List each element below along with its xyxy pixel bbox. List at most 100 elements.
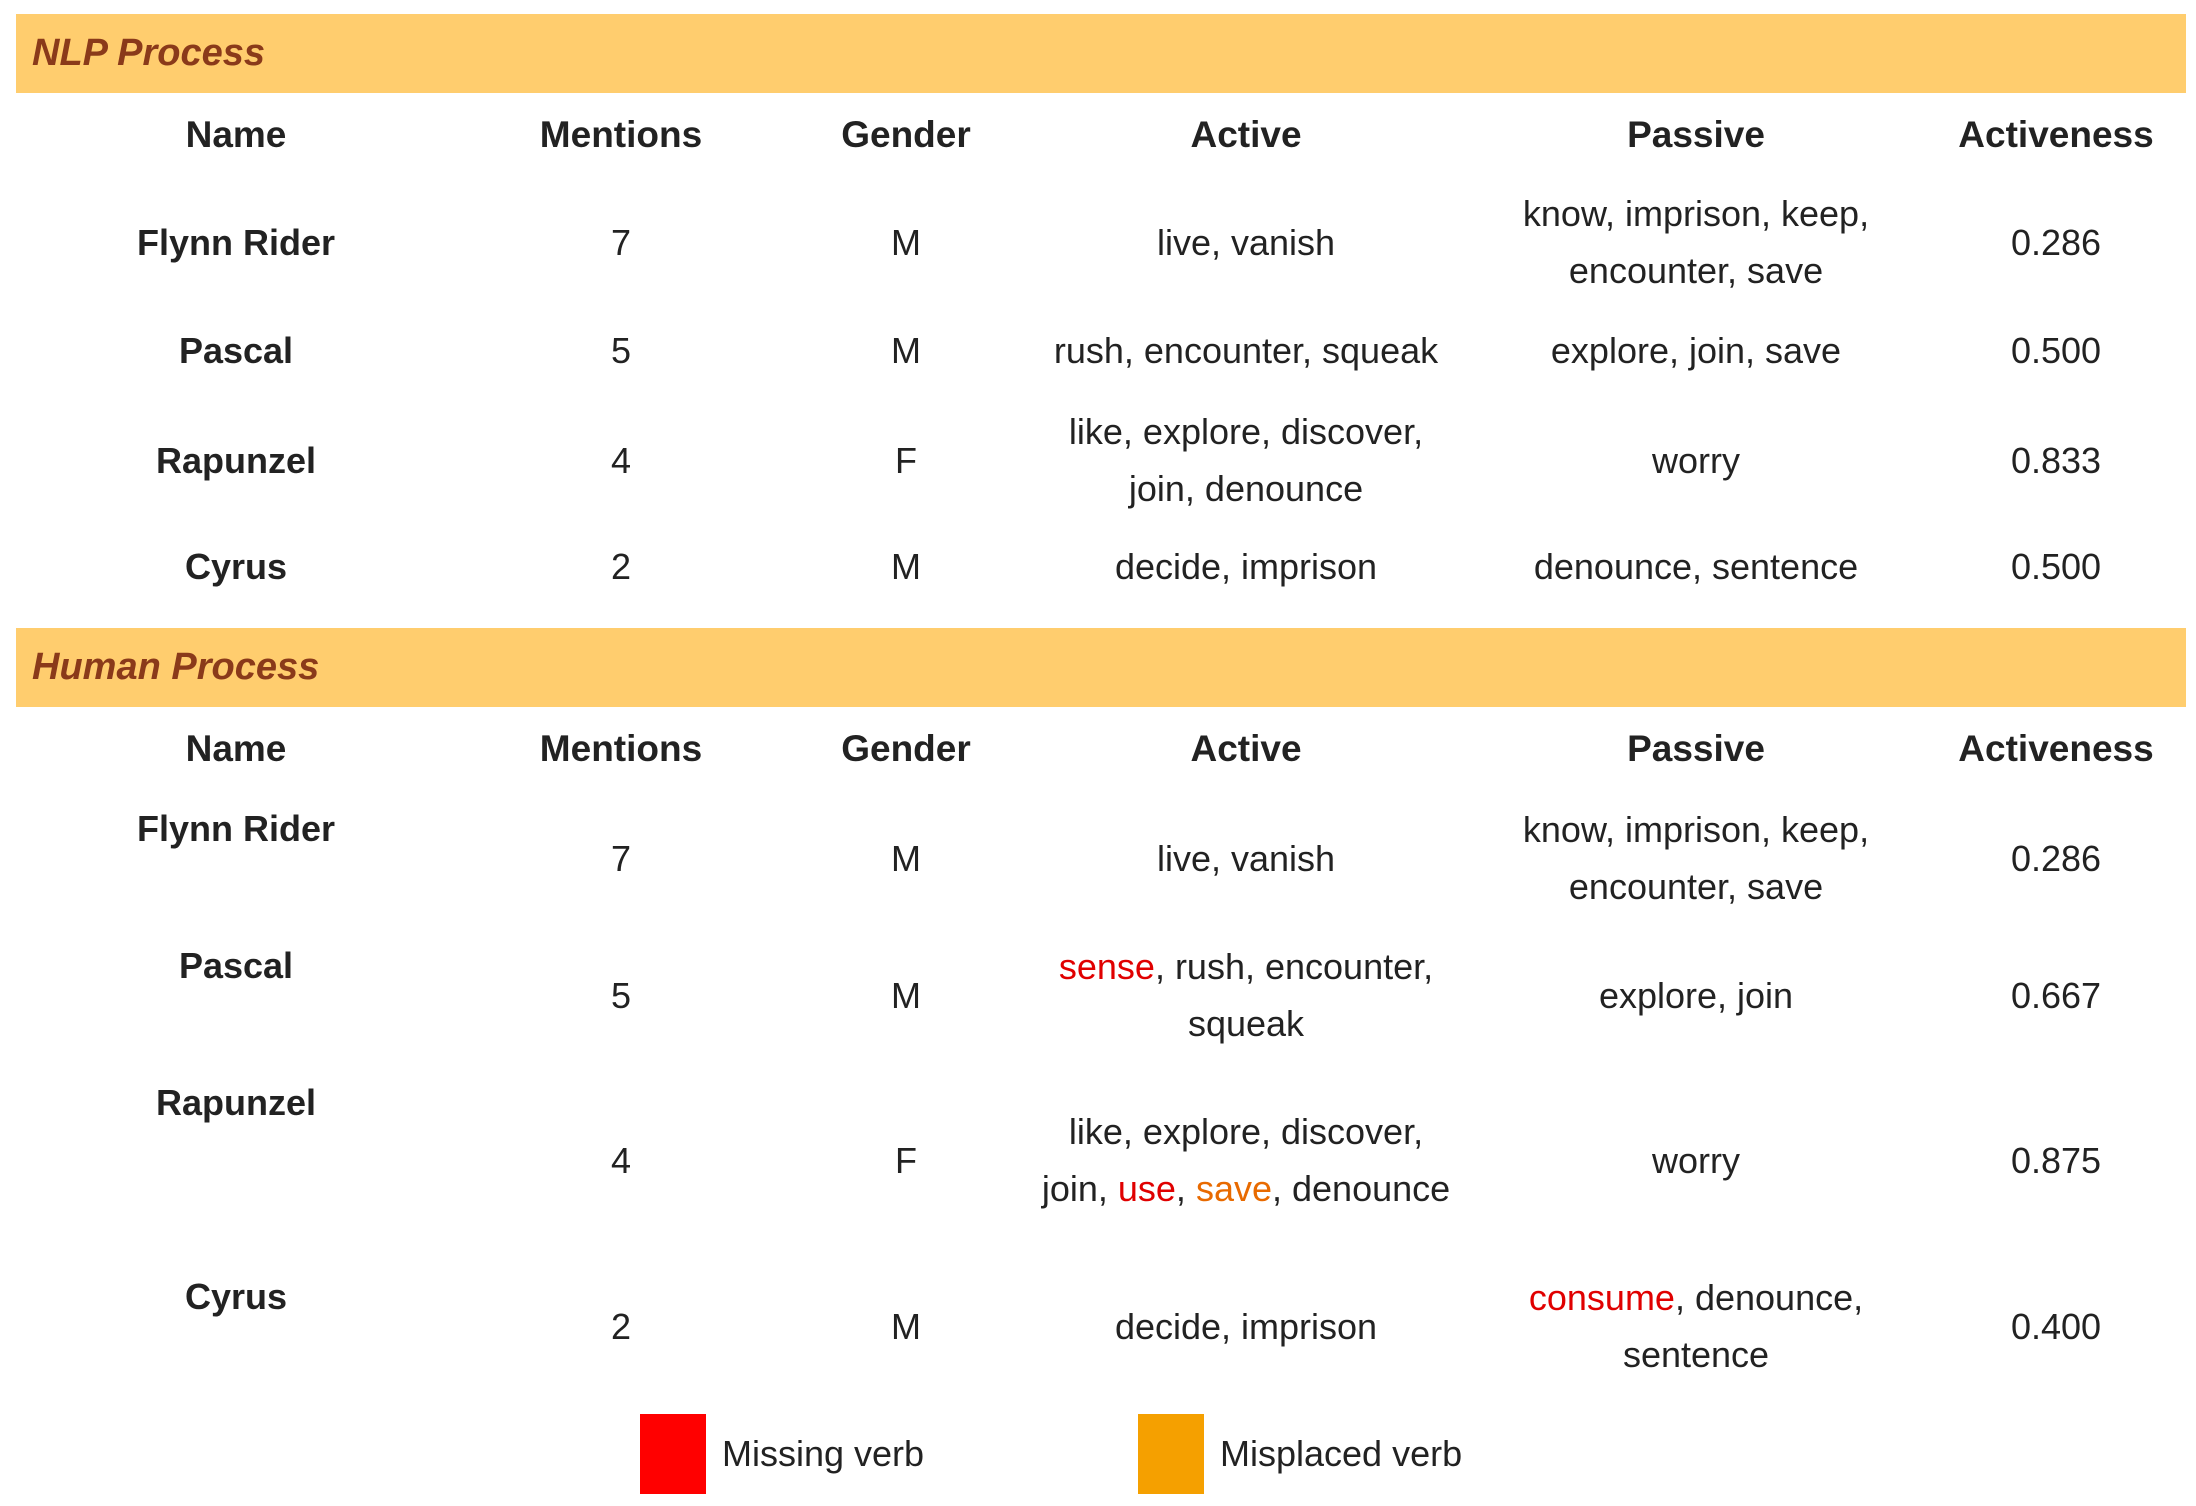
- col-header-gender: Gender: [841, 727, 971, 769]
- col-header-passive: Passive: [1627, 113, 1765, 155]
- gender-value: M: [891, 1305, 921, 1347]
- human-row-pascal: Pascal 5 M sense, rush, encounter, squea…: [16, 937, 2186, 1053]
- active-verbs-line: join, use, save,: [1042, 1168, 1282, 1209]
- nlp-row-pascal: Pascal 5 M rush, encounter, squeak explo…: [16, 312, 2186, 388]
- activeness-value: 0.875: [2010, 1139, 2102, 1181]
- passive-verbs: know, imprison, keep, encounter, save: [1466, 800, 1926, 916]
- active-verbs-line: sense, rush, encounter,: [1059, 946, 1433, 987]
- passive-verbs: explore, join, save: [1550, 329, 1842, 371]
- mentions-value: 2: [610, 545, 632, 587]
- mentions-value: 4: [610, 1139, 632, 1181]
- col-header-active: Active: [1190, 727, 1302, 769]
- nlp-header-row: Name Mentions Gender Active Passive Acti…: [16, 96, 2186, 172]
- col-header-passive: Passive: [1627, 727, 1765, 769]
- verb-separator: ,: [1175, 1168, 1196, 1209]
- missing-verb: consume: [1528, 1277, 1675, 1318]
- col-header-activeness: Activeness: [1958, 727, 2154, 769]
- passive-verbs: know, imprison, keep, encounter, save: [1466, 185, 1926, 299]
- col-header-name: Name: [185, 113, 287, 155]
- active-verbs-line: like, explore, discover,: [1068, 411, 1424, 452]
- gender-value: M: [891, 545, 921, 587]
- legend-item-missing: Missing verb: [640, 1414, 924, 1494]
- active-verbs: decide, imprison: [1114, 545, 1378, 587]
- verb-text: join,: [1041, 1168, 1118, 1209]
- legend: Missing verb Misplaced verb: [0, 1414, 2196, 1494]
- active-verbs: like, explore, discover, join, denounce: [1026, 403, 1466, 517]
- active-verbs-line: like, explore, discover,: [1068, 1111, 1424, 1152]
- active-verbs: like, explore, discover, join, use, save…: [1026, 1074, 1466, 1246]
- gender-value: M: [891, 221, 921, 263]
- active-verbs-line: join, denounce: [1128, 468, 1364, 509]
- col-header-mentions: Mentions: [539, 727, 703, 769]
- nlp-section-title: NLP Process: [16, 14, 2186, 93]
- character-name: Pascal: [178, 329, 294, 371]
- nlp-row-flynn-rider: Flynn Rider 7 M live, vanish know, impri…: [16, 185, 2186, 299]
- active-verbs-line: denounce: [1292, 1168, 1451, 1209]
- passive-verbs-line: know, imprison, keep,: [1522, 193, 1870, 234]
- nlp-row-rapunzel: Rapunzel 4 F like, explore, discover, jo…: [16, 403, 2186, 517]
- passive-verbs-line: encounter, save: [1568, 250, 1824, 291]
- active-verbs: live, vanish: [1156, 837, 1336, 879]
- verb-text: , rush, encounter,: [1154, 946, 1434, 987]
- character-name: Cyrus: [184, 545, 288, 587]
- passive-verbs: worry: [1652, 1139, 1740, 1181]
- legend-item-misplaced: Misplaced verb: [1138, 1414, 1462, 1494]
- missing-verb: sense: [1058, 946, 1155, 987]
- mentions-value: 5: [610, 974, 632, 1016]
- passive-verbs-line: sentence: [1622, 1334, 1770, 1375]
- legend-label: Misplaced verb: [1220, 1433, 1463, 1474]
- passive-verbs-line: know, imprison, keep,: [1522, 809, 1870, 850]
- human-row-cyrus: Cyrus 2 M decide, imprison consume, deno…: [16, 1268, 2186, 1384]
- col-header-activeness: Activeness: [1958, 113, 2154, 155]
- passive-verbs: worry: [1652, 439, 1740, 481]
- active-verbs: decide, imprison: [1114, 1305, 1378, 1347]
- verb-text: , denounce,: [1674, 1277, 1864, 1318]
- passive-verbs-line: encounter, save: [1568, 866, 1824, 907]
- activeness-value: 0.500: [2010, 329, 2102, 371]
- human-header-row: Name Mentions Gender Active Passive Acti…: [16, 710, 2186, 786]
- activeness-value: 0.286: [2010, 837, 2102, 879]
- human-row-rapunzel: Rapunzel 4 F like, explore, discover, jo…: [16, 1074, 2186, 1246]
- mentions-value: 7: [610, 837, 632, 879]
- mentions-value: 7: [610, 221, 632, 263]
- gender-value: M: [891, 974, 921, 1016]
- col-header-gender: Gender: [841, 113, 971, 155]
- nlp-row-cyrus: Cyrus 2 M decide, imprison denounce, sen…: [16, 528, 2186, 604]
- active-verbs: live, vanish: [1156, 221, 1336, 263]
- character-name: Rapunzel: [155, 1082, 316, 1123]
- col-header-name: Name: [185, 727, 287, 769]
- activeness-value: 0.286: [2010, 221, 2102, 263]
- missing-verb: use: [1117, 1168, 1176, 1209]
- human-section-title: Human Process: [16, 628, 2186, 707]
- missing-verb-swatch: [640, 1414, 706, 1494]
- active-verbs-line: squeak: [1187, 1003, 1305, 1044]
- character-name: Flynn Rider: [136, 221, 336, 263]
- activeness-value: 0.500: [2010, 545, 2102, 587]
- gender-value: F: [895, 1139, 917, 1181]
- activeness-value: 0.667: [2010, 974, 2102, 1016]
- gender-value: M: [891, 329, 921, 371]
- activeness-value: 0.400: [2010, 1305, 2102, 1347]
- passive-verbs: consume, denounce, sentence: [1466, 1268, 1926, 1384]
- character-name: Pascal: [178, 945, 294, 986]
- col-header-mentions: Mentions: [539, 113, 703, 155]
- verb-separator: ,: [1271, 1168, 1282, 1209]
- mentions-value: 5: [610, 329, 632, 371]
- mentions-value: 4: [610, 439, 632, 481]
- misplaced-verb: save: [1195, 1168, 1272, 1209]
- passive-verbs: denounce, sentence: [1533, 545, 1859, 587]
- character-name: Flynn Rider: [136, 808, 336, 849]
- character-name: Rapunzel: [155, 439, 316, 481]
- character-name: Cyrus: [184, 1276, 288, 1317]
- col-header-active: Active: [1190, 113, 1302, 155]
- activeness-value: 0.833: [2010, 439, 2102, 481]
- active-verbs: sense, rush, encounter, squeak: [1026, 937, 1466, 1053]
- misplaced-verb-swatch: [1138, 1414, 1204, 1494]
- gender-value: F: [895, 439, 917, 481]
- human-row-flynn-rider: Flynn Rider 7 M live, vanish know, impri…: [16, 800, 2186, 916]
- legend-label: Missing verb: [722, 1433, 925, 1474]
- mentions-value: 2: [610, 1305, 632, 1347]
- passive-verbs: explore, join: [1598, 974, 1794, 1016]
- passive-verbs-line: consume, denounce,: [1529, 1277, 1863, 1318]
